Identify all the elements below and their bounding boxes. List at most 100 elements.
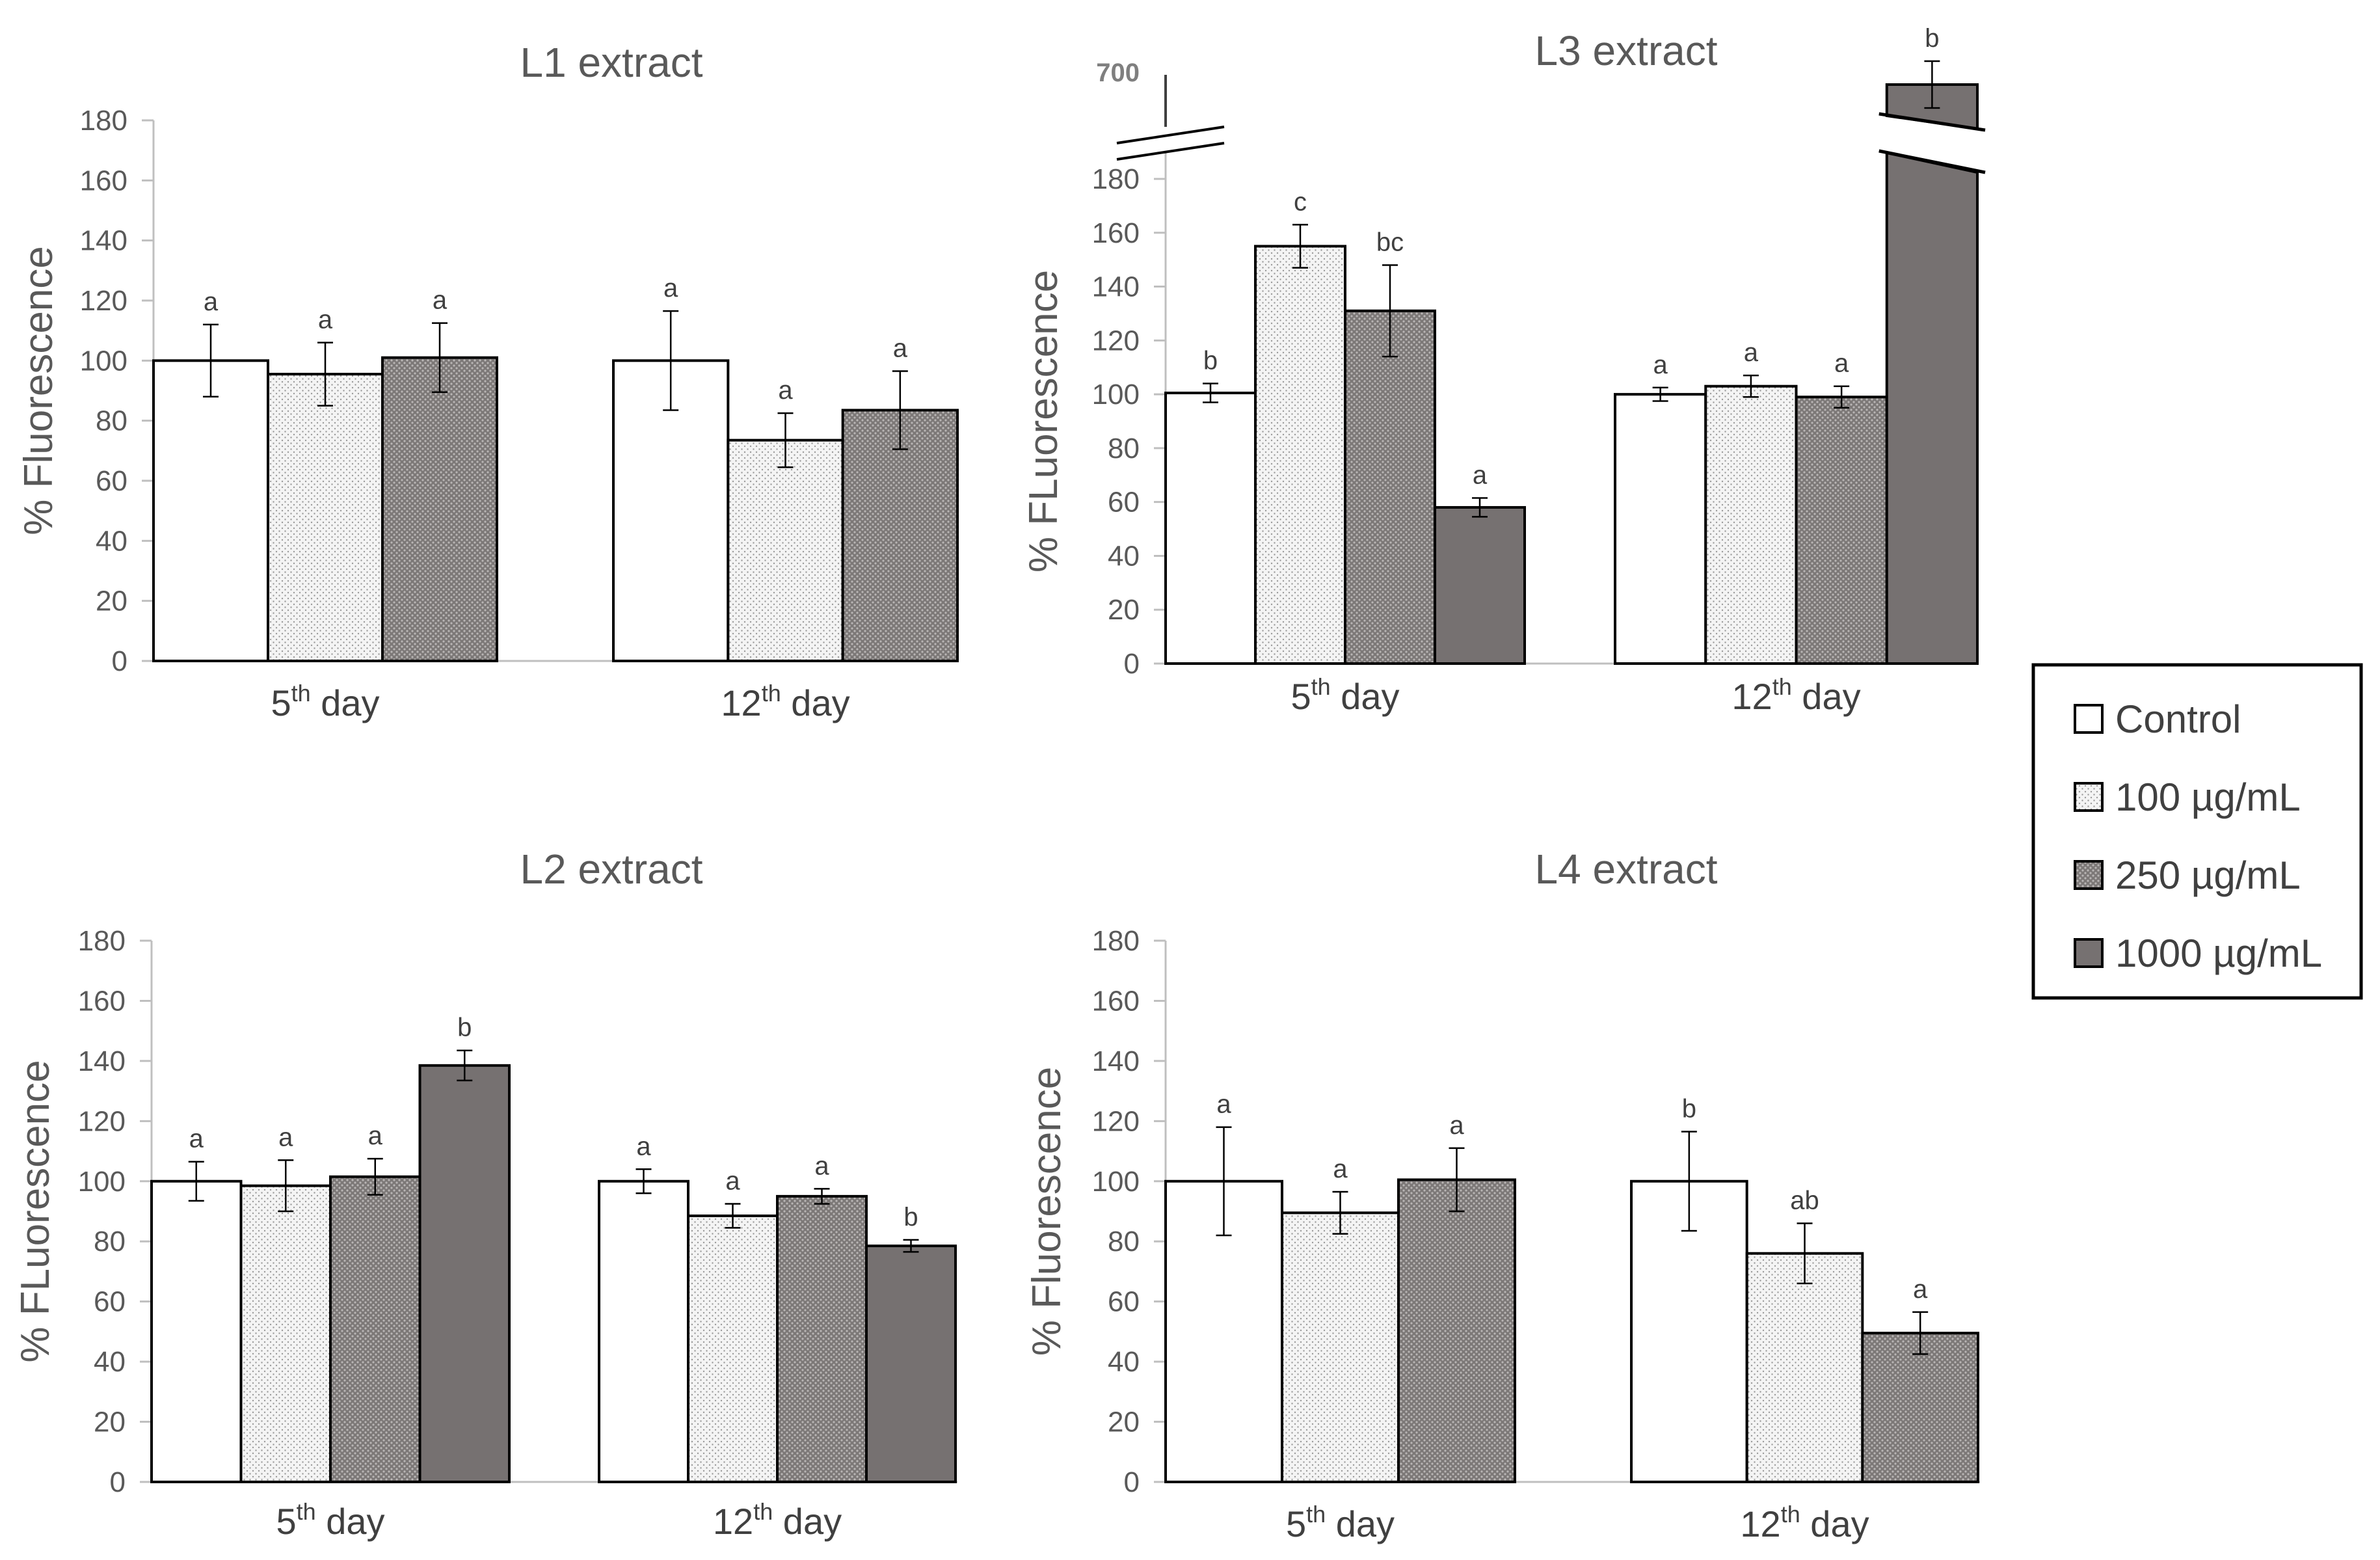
x-category-label: 5th day	[1286, 1501, 1395, 1544]
legend-label: 1000 µg/mL	[2115, 932, 2322, 975]
y-tick-label: 160	[1092, 217, 1140, 249]
bar-250-g-ml-2	[1861, 1332, 1979, 1483]
y-tick-label: 120	[1092, 1105, 1140, 1137]
significance-label: ab	[1790, 1186, 1819, 1215]
y-tick-label: 160	[1092, 985, 1140, 1017]
bar-break-mark	[1879, 112, 1986, 132]
legend: Control 100 µg/mL 250 µg/mL 1000 µg/mL	[2031, 663, 2363, 1000]
significance-label: b	[457, 1014, 472, 1042]
bar-100-g-ml-1	[1254, 245, 1346, 665]
y-tick-label: 140	[80, 225, 127, 257]
y-axis-label: % Fluorescence	[16, 246, 61, 535]
y-tick-label: 100	[1092, 1166, 1140, 1198]
significance-label: a	[778, 376, 793, 405]
axis-break-mark	[1116, 126, 1225, 144]
significance-label: a	[1473, 461, 1488, 489]
y-tick-label: 20	[1108, 594, 1140, 626]
bar-1000-g-ml-2	[865, 1244, 957, 1483]
significance-label: a	[433, 286, 448, 315]
significance-label: a	[663, 274, 678, 303]
y-tick-label: 180	[78, 925, 126, 957]
bar-250-g-ml-1	[1344, 309, 1436, 665]
y-tick-label: 20	[1108, 1406, 1140, 1438]
bar-control-1	[152, 359, 269, 662]
significance-label: a	[1913, 1275, 1928, 1304]
y-tick-label: 80	[96, 405, 127, 437]
significance-label: a	[368, 1122, 383, 1150]
significance-label: a	[1834, 349, 1849, 378]
significance-label: b	[1203, 347, 1218, 375]
chart-title: L1 extract	[520, 39, 702, 86]
significance-label: a	[1653, 351, 1668, 379]
y-axis-label: % FLuorescence	[1021, 270, 1066, 572]
bar-control-1	[150, 1179, 243, 1484]
bar-100-g-ml-2	[1745, 1252, 1864, 1483]
y-tick-label: 100	[78, 1166, 126, 1198]
y-tick-label: 120	[78, 1105, 126, 1137]
bar-1000-g-ml-1	[1434, 505, 1526, 666]
y-tick-label: 60	[96, 465, 127, 497]
y-tick-label: 180	[1092, 925, 1140, 957]
y-tick-label: 180	[80, 105, 127, 137]
y-tick-label: 0	[1124, 648, 1140, 680]
bar-broken-lower	[1885, 151, 1979, 665]
chart-title: L2 extract	[520, 846, 702, 893]
bar-250-g-ml-1	[329, 1175, 421, 1484]
significance-label: b	[903, 1203, 918, 1231]
axis-break-label: 700	[1096, 59, 1140, 87]
legend-swatch-solid	[2074, 938, 2104, 968]
y-tick-label: 40	[96, 525, 127, 557]
bar-control-2	[1614, 393, 1707, 665]
y-axis-label: % Fluorescence	[1024, 1067, 1069, 1356]
legend-swatch-control	[2074, 704, 2104, 734]
significance-label: a	[814, 1151, 829, 1180]
y-tick-label: 160	[78, 985, 126, 1017]
y-tick-label: 20	[94, 1406, 126, 1438]
legend-label: Control	[2115, 697, 2241, 741]
legend-label: 100 µg/mL	[2115, 775, 2301, 819]
significance-label: a	[278, 1123, 293, 1151]
bar-control-1	[1164, 392, 1257, 666]
y-tick-label: 40	[1108, 540, 1140, 572]
significance-label: a	[1216, 1090, 1231, 1119]
bar-100-g-ml-2	[1704, 384, 1798, 665]
x-category-label: 12th day	[1740, 1501, 1869, 1544]
significance-label: bc	[1376, 228, 1404, 256]
y-tick-label: 0	[110, 1466, 126, 1498]
bar-100-g-ml-1	[239, 1184, 332, 1483]
x-category-label: 12th day	[713, 1498, 842, 1542]
bar-1000-g-ml-1	[418, 1064, 511, 1484]
y-tick-label: 20	[96, 585, 127, 617]
x-category-label: 5th day	[271, 680, 379, 723]
significance-label: a	[318, 306, 333, 334]
significance-label: a	[204, 288, 219, 316]
y-tick-label: 140	[78, 1045, 126, 1077]
bar-100-g-ml-2	[727, 438, 844, 662]
significance-label: a	[189, 1125, 204, 1153]
y-tick-label: 180	[1092, 163, 1140, 195]
bar-250-g-ml-2	[1795, 396, 1888, 665]
significance-label: c	[1294, 187, 1307, 216]
x-category-label: 5th day	[1290, 673, 1399, 717]
bar-break-mark	[1879, 149, 1986, 174]
chart-title: L3 extract	[1534, 27, 1717, 74]
y-tick-label: 80	[1108, 1226, 1140, 1257]
y-tick-label: 40	[94, 1346, 126, 1378]
bar-100-g-ml-2	[687, 1214, 779, 1484]
significance-label: a	[1449, 1111, 1464, 1140]
y-tick-label: 60	[94, 1286, 126, 1318]
y-tick-label: 60	[1108, 1286, 1140, 1318]
significance-label: b	[1925, 24, 1939, 53]
y-tick-label: 60	[1108, 487, 1140, 518]
bar-250-g-ml-2	[841, 409, 959, 663]
y-tick-label: 40	[1108, 1346, 1140, 1378]
bar-250-g-ml-2	[776, 1194, 868, 1484]
y-axis-label: % FLuorescence	[13, 1060, 58, 1362]
y-tick-label: 160	[80, 165, 127, 196]
y-tick-label: 80	[1108, 433, 1140, 464]
bar-100-g-ml-1	[1281, 1211, 1400, 1484]
y-tick-label: 140	[1092, 1045, 1140, 1077]
significance-label: a	[1744, 338, 1759, 367]
